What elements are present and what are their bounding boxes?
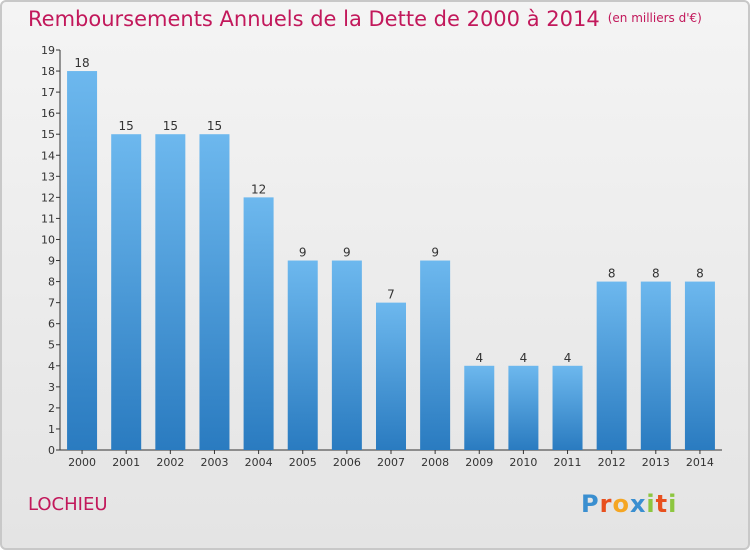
y-tick-label: 18 xyxy=(41,65,55,78)
chart-title-text: Remboursements Annuels de la Dette de 20… xyxy=(28,7,600,31)
bar-2007 xyxy=(376,302,406,450)
bar-2002 xyxy=(155,134,186,451)
y-tick-label: 13 xyxy=(41,170,55,183)
bar-2014 xyxy=(684,281,715,450)
x-tick-label-2009: 2009 xyxy=(465,456,493,469)
bar-2013 xyxy=(640,281,671,450)
data-label-2007: 7 xyxy=(387,288,395,302)
bar-2000 xyxy=(67,71,98,450)
y-tick-label: 2 xyxy=(48,402,55,415)
y-tick-label: 14 xyxy=(41,149,55,162)
bar-2006 xyxy=(331,260,362,450)
y-tick-label: 19 xyxy=(41,44,55,57)
bar-2008 xyxy=(420,260,451,450)
y-tick-label: 6 xyxy=(48,318,55,331)
x-tick-label-2004: 2004 xyxy=(245,456,273,469)
y-tick-label: 17 xyxy=(41,86,55,99)
x-tick-label-2007: 2007 xyxy=(377,456,405,469)
data-label-2005: 9 xyxy=(299,246,307,260)
data-label-2001: 15 xyxy=(119,119,134,133)
y-tick-label: 9 xyxy=(48,255,55,268)
y-tick-label: 16 xyxy=(41,107,55,120)
y-tick-label: 3 xyxy=(48,381,55,394)
x-tick-label-2002: 2002 xyxy=(156,456,184,469)
y-tick-label: 7 xyxy=(48,297,55,310)
x-tick-label-2001: 2001 xyxy=(112,456,140,469)
data-label-2012: 8 xyxy=(608,267,616,281)
chart-title: Remboursements Annuels de la Dette de 20… xyxy=(28,7,702,31)
y-tick-label: 5 xyxy=(48,339,55,352)
x-tick-label-2000: 2000 xyxy=(68,456,96,469)
bar-2003 xyxy=(199,134,230,451)
data-label-2002: 15 xyxy=(163,119,178,133)
x-tick-label-2008: 2008 xyxy=(421,456,449,469)
proxiti-logo[interactable]: Proxiti xyxy=(581,490,678,518)
chart-unit: (en milliers d'€) xyxy=(607,11,702,25)
y-tick-label: 0 xyxy=(48,444,55,457)
x-tick-label-2010: 2010 xyxy=(509,456,537,469)
data-label-2009: 4 xyxy=(475,351,483,365)
x-tick-label-2011: 2011 xyxy=(554,456,582,469)
data-label-2003: 15 xyxy=(207,119,222,133)
bar-2009 xyxy=(464,365,495,450)
bar-2011 xyxy=(552,365,583,450)
y-tick-label: 11 xyxy=(41,212,55,225)
bar-2005 xyxy=(287,260,318,450)
bar-2001 xyxy=(111,134,142,451)
x-tick-label-2012: 2012 xyxy=(598,456,626,469)
data-label-2000: 18 xyxy=(74,56,89,70)
y-tick-label: 10 xyxy=(41,233,55,246)
data-label-2010: 4 xyxy=(520,351,528,365)
data-label-2006: 9 xyxy=(343,246,351,260)
bar-2004 xyxy=(243,197,274,450)
x-tick-label-2014: 2014 xyxy=(686,456,714,469)
x-tick-label-2013: 2013 xyxy=(642,456,670,469)
town-name: LOCHIEU xyxy=(28,494,108,515)
data-label-2011: 4 xyxy=(564,351,572,365)
data-label-2013: 8 xyxy=(652,267,660,281)
bar-2010 xyxy=(508,365,539,450)
data-label-2014: 8 xyxy=(696,267,704,281)
y-tick-label: 8 xyxy=(48,276,55,289)
data-label-2008: 9 xyxy=(431,246,439,260)
y-tick-label: 15 xyxy=(41,128,55,141)
y-tick-label: 12 xyxy=(41,191,55,204)
x-tick-label-2003: 2003 xyxy=(200,456,228,469)
data-label-2004: 12 xyxy=(251,182,266,196)
bar-2012 xyxy=(596,281,627,450)
x-tick-label-2005: 2005 xyxy=(289,456,317,469)
y-tick-label: 1 xyxy=(48,423,55,436)
y-tick-label: 4 xyxy=(48,360,55,373)
x-tick-label-2006: 2006 xyxy=(333,456,361,469)
